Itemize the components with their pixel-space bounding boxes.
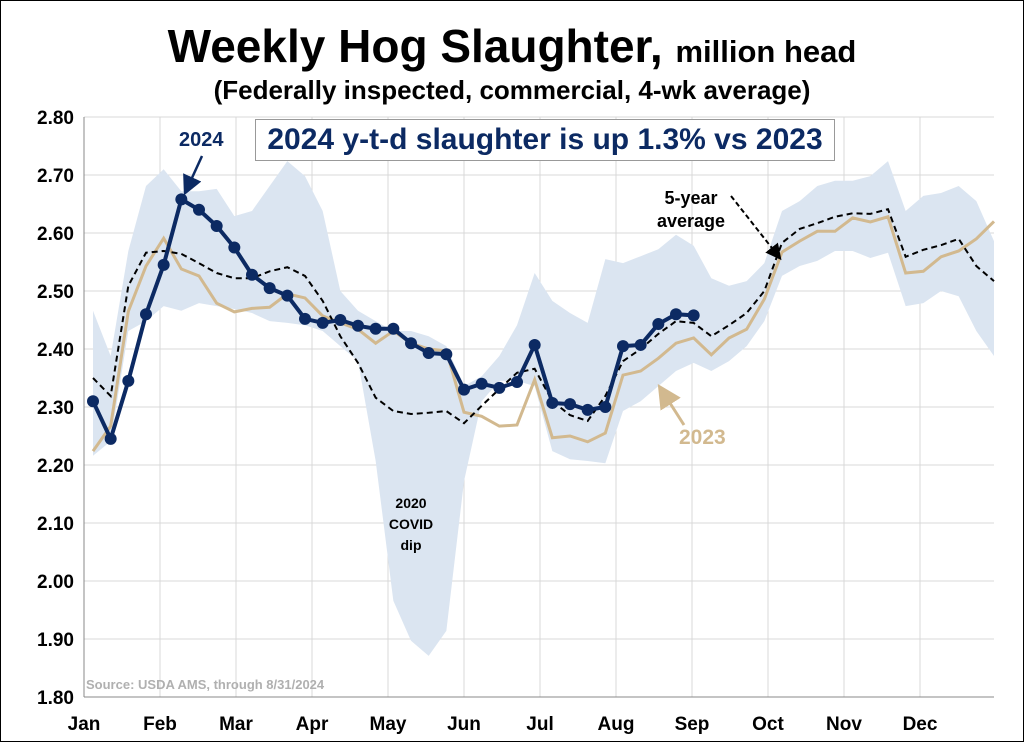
series-2024-point [140, 308, 152, 321]
series-2024-point [87, 395, 99, 408]
y-tick-label: 1.80 [37, 688, 74, 709]
title-units: million head [675, 34, 857, 69]
series-2024-point [599, 401, 612, 413]
callout-box: 2024 y-t-d slaughter is up 1.3% vs 2023 [255, 119, 835, 161]
series-2024-point [246, 268, 258, 281]
series-2024-point [405, 337, 417, 350]
x-tick-label: May [370, 714, 407, 735]
series-2024-point [228, 241, 241, 254]
series-2024-point [634, 338, 647, 351]
series-2024-point [369, 322, 382, 335]
y-tick-label: 2.00 [37, 572, 74, 593]
series-2024-point [440, 348, 453, 361]
series-2024-point [564, 398, 576, 411]
label-5yr-avg: 5-year average [656, 188, 726, 231]
x-tick-label: Feb [143, 714, 177, 735]
series-2024-point [263, 282, 276, 295]
y-tick-label: 2.50 [37, 282, 74, 303]
series-2024-point [122, 374, 135, 387]
series-2024-point [281, 289, 294, 302]
x-tick-label: Sep [675, 714, 710, 735]
series-2024-point [546, 396, 559, 409]
series-2024-point [687, 309, 700, 322]
series-2024-point [352, 319, 364, 332]
y-tick-label: 2.60 [37, 224, 74, 245]
y-tick-label: 2.40 [37, 340, 74, 361]
label-2024: 2024 [179, 129, 224, 151]
y-tick-label: 2.20 [37, 456, 74, 477]
series-2024-point [316, 316, 329, 329]
series-2023-line [91, 214, 996, 452]
series-2024-point [299, 312, 311, 325]
arrow-2024 [183, 155, 204, 196]
label-2023: 2023 [679, 426, 726, 449]
series-2024-point [670, 308, 682, 321]
x-tick-label: Jan [68, 714, 101, 735]
arrow-2023 [657, 383, 686, 426]
series-2024-point [511, 376, 523, 389]
y-tick-label: 2.80 [37, 108, 74, 129]
series-2024-point [175, 193, 188, 206]
series-2024-point [387, 322, 400, 335]
x-tick-label: Nov [826, 714, 862, 735]
series-2024-point [157, 258, 170, 271]
arrow-5yr-avg [730, 195, 782, 261]
series-2024-point [493, 381, 506, 394]
series-2024-point [193, 203, 205, 216]
x-tick-label: Mar [219, 714, 253, 735]
x-tick-label: Aug [598, 714, 635, 735]
series-2024-point [581, 403, 594, 416]
series-2024-point [617, 340, 629, 353]
label-covid-dip: 2020 COVID dip [388, 495, 434, 553]
series-2024-point [334, 314, 347, 326]
y-tick-label: 2.70 [37, 166, 74, 187]
chart-title: Weekly Hog Slaughter, million head [1, 19, 1023, 73]
series-2024-point [210, 220, 223, 233]
series-5yr-avg-line [92, 208, 995, 425]
title-main: Weekly Hog Slaughter, [167, 20, 663, 72]
series-2024-point [458, 383, 470, 396]
series-2024-point [528, 338, 541, 351]
y-tick-label: 2.30 [37, 398, 74, 419]
series-2024-point [652, 318, 665, 331]
series-2024-point [422, 347, 435, 360]
chart-subtitle: (Federally inspected, commercial, 4-wk a… [213, 75, 811, 105]
source-note: Source: USDA AMS, through 8/31/2024 [86, 677, 325, 692]
y-tick-label: 2.10 [37, 514, 74, 535]
x-tick-label: Jun [447, 714, 481, 735]
x-tick-label: Oct [752, 714, 784, 735]
series-2024-point [104, 432, 117, 445]
series-2024-point [475, 377, 488, 390]
y-tick-label: 1.90 [37, 630, 74, 651]
x-tick-label: Apr [296, 714, 329, 735]
x-tick-label: Dec [903, 714, 938, 735]
x-tick-label: Jul [526, 714, 553, 735]
